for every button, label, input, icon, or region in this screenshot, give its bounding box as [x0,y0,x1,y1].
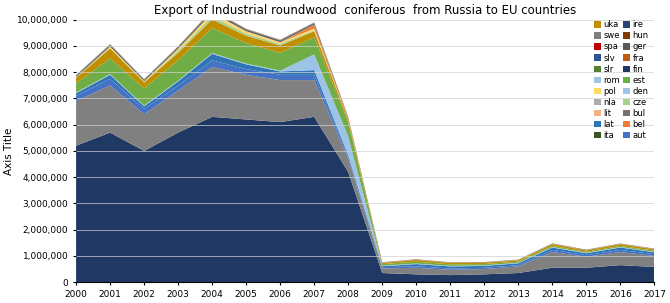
Title: Export of Industrial roundwood  coniferous  from Russia to EU countries: Export of Industrial roundwood coniferou… [154,4,576,17]
Y-axis label: Axis Title: Axis Title [4,127,14,175]
Legend: uka, swe, spa, slv, slr, rom, pol, nla, lit, lat, ita, ire, hun, ger, fra, fin, : uka, swe, spa, slv, slr, rom, pol, nla, … [592,19,650,142]
